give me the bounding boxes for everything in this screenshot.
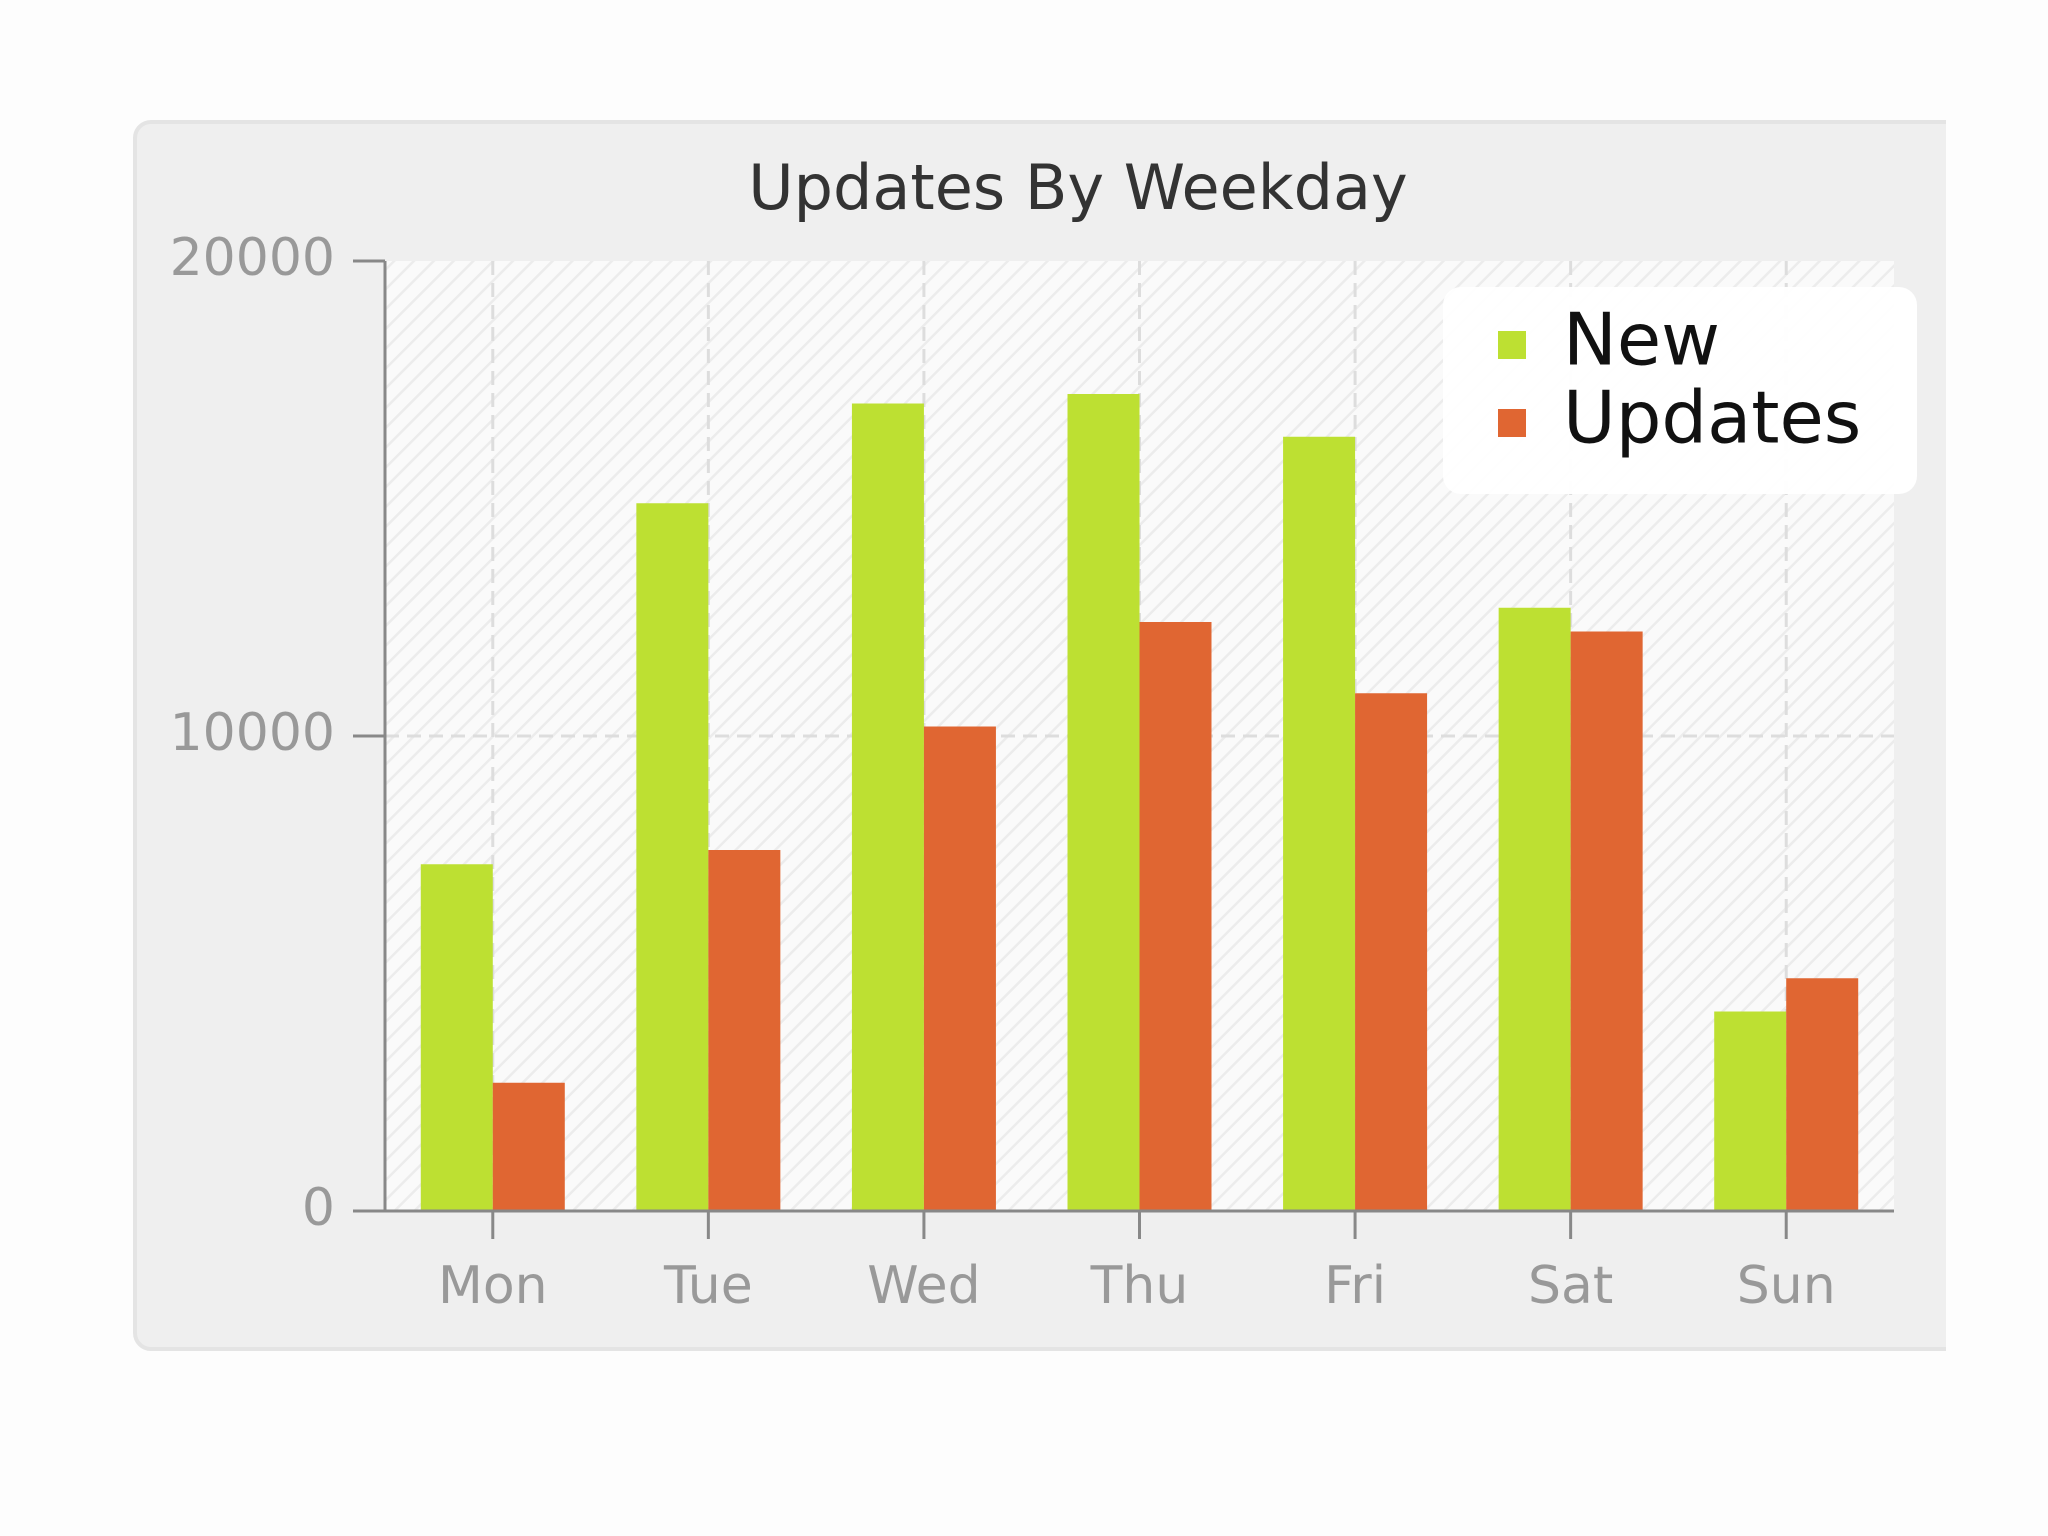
y-tick-label: 20000: [170, 228, 335, 288]
bar: [1570, 631, 1643, 1211]
bar: [1714, 1011, 1787, 1211]
x-tick-label: Thu: [1090, 1256, 1189, 1316]
panel-clip: [1946, 110, 2048, 1370]
x-tick-label: Mon: [438, 1256, 548, 1316]
x-tick-label: Fri: [1324, 1256, 1386, 1316]
axes: 0 10000 20000 Mon Tue Wed Thu Fri Sat Sun: [170, 228, 1894, 1316]
bar: [1355, 693, 1428, 1211]
x-tick-label: Wed: [867, 1256, 980, 1316]
chart-title: Updates By Weekday: [748, 151, 1407, 224]
bar: [1067, 394, 1140, 1211]
bar: [1283, 436, 1356, 1211]
x-tick-label: Tue: [663, 1256, 753, 1316]
bar: [708, 850, 781, 1211]
bars: [420, 394, 1859, 1211]
bar: [420, 864, 493, 1211]
x-tick-label: Sat: [1528, 1256, 1613, 1316]
y-tick-label: 0: [302, 1178, 335, 1238]
legend-swatch: [1498, 409, 1526, 437]
y-tick-label: 10000: [170, 703, 335, 763]
legend-swatch: [1498, 331, 1526, 359]
legend-label: New: [1563, 298, 1720, 382]
bar: [851, 403, 924, 1211]
bar: [492, 1082, 565, 1211]
bar: [1139, 622, 1212, 1211]
bar: [923, 726, 996, 1211]
bar: [1498, 607, 1571, 1211]
legend-box: [1443, 287, 1917, 494]
bar: [636, 503, 709, 1211]
bar: [1786, 978, 1859, 1211]
x-tick-label: Sun: [1737, 1256, 1836, 1316]
legend-label: Updates: [1563, 376, 1861, 460]
